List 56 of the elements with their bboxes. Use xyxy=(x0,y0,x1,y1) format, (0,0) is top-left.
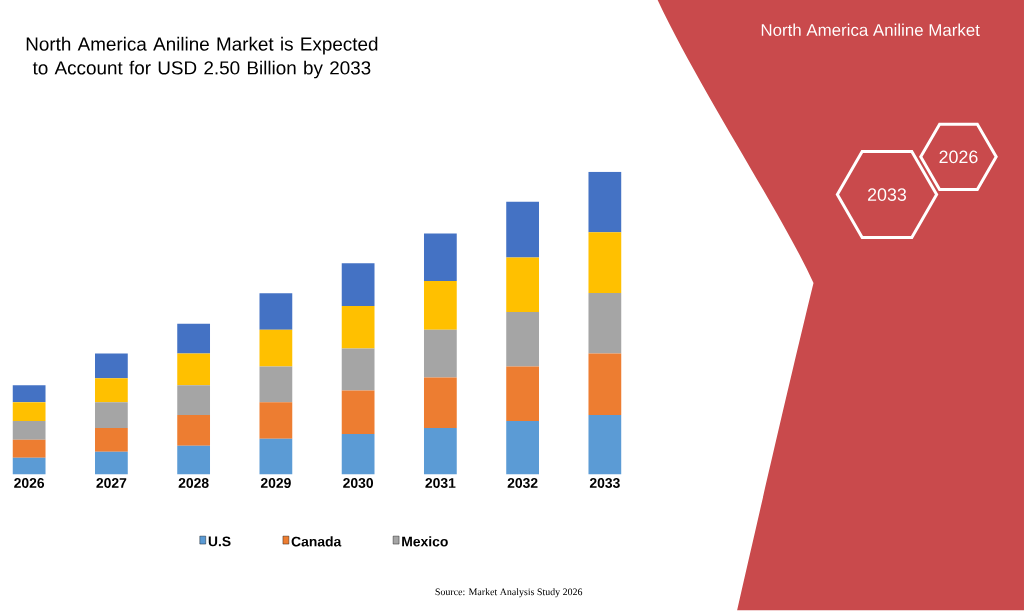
bar xyxy=(423,428,457,475)
bar xyxy=(259,293,293,331)
bar xyxy=(12,385,46,403)
bar xyxy=(177,415,211,446)
bar xyxy=(177,446,211,475)
text: 2033 xyxy=(868,188,907,202)
legend-label: U.S xyxy=(208,536,231,547)
x-tick-label: 2028 xyxy=(178,478,209,489)
bar xyxy=(95,452,128,475)
bar xyxy=(423,330,457,378)
bar xyxy=(506,201,539,258)
source-note: Source: Market Analysis Study 2026 xyxy=(435,588,583,598)
bar xyxy=(423,233,457,282)
bar xyxy=(95,402,128,429)
x-tick-label: 2030 xyxy=(343,478,374,489)
bar xyxy=(423,281,457,331)
bar xyxy=(259,439,293,475)
bar xyxy=(588,353,622,416)
legend-label: Mexico xyxy=(402,536,448,547)
bar xyxy=(588,415,622,475)
bar xyxy=(506,312,539,367)
bar xyxy=(177,385,211,416)
bar xyxy=(588,293,622,354)
bar xyxy=(506,257,539,313)
bar xyxy=(341,348,375,391)
bar xyxy=(259,366,293,403)
x-tick-label: 2031 xyxy=(425,478,456,489)
bar xyxy=(588,232,622,294)
bar xyxy=(506,366,539,422)
bar xyxy=(423,377,457,429)
x-tick-label: 2033 xyxy=(589,478,620,489)
bar xyxy=(177,323,211,354)
bar xyxy=(259,402,293,440)
bar xyxy=(341,390,375,435)
bar xyxy=(341,306,375,349)
bar xyxy=(12,439,46,458)
bar xyxy=(177,353,211,386)
bar xyxy=(259,330,293,367)
legend-label: Canada xyxy=(291,536,342,547)
bar xyxy=(95,378,128,403)
x-tick-label: 2026 xyxy=(14,478,45,489)
bar xyxy=(506,421,539,475)
bar xyxy=(341,263,375,307)
bar xyxy=(588,171,622,233)
x-tick-label: 2027 xyxy=(96,478,127,489)
x-tick-label: 2032 xyxy=(507,478,538,489)
x-tick-label: 2029 xyxy=(260,478,291,489)
bar xyxy=(341,434,375,475)
text: 2026 xyxy=(939,150,978,164)
chart-title: North America Aniline Market is Expected to Account for USD 2.50 Billion by 2033 xyxy=(26,37,378,79)
bar xyxy=(12,457,46,475)
text: North America Aniline Market xyxy=(761,23,980,37)
bar xyxy=(95,428,128,453)
bar xyxy=(12,421,46,440)
bar xyxy=(12,402,46,422)
bar xyxy=(95,353,128,379)
